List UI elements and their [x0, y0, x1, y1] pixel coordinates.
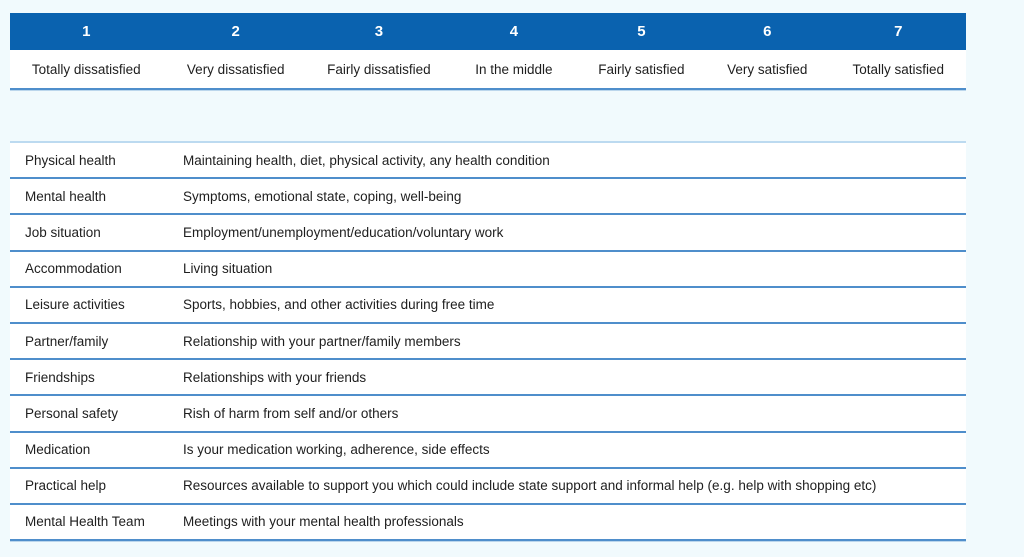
scale-number-7: 7 [894, 23, 903, 40]
document-content: 1 2 3 4 5 6 7 Totally dissatisfied Very … [10, 0, 966, 542]
scale-number-3: 3 [374, 23, 384, 40]
domain-name: Physical health [25, 152, 116, 168]
domain-name: Leisure activities [25, 297, 125, 313]
scale-number-5: 5 [637, 23, 646, 40]
domain-name: Practical help [25, 478, 107, 494]
scale-label-7: Totally satisfied [852, 61, 945, 77]
domain-description: Meetings with your mental health profess… [183, 514, 464, 530]
table-row: Friendships Relationships with your frie… [10, 360, 966, 397]
domain-description: Symptoms, emotional state, coping, well-… [183, 188, 462, 204]
domain-name: Accommodation [25, 261, 122, 277]
scale-label-6: Very satisfied [727, 61, 808, 77]
domain-name: Medication [25, 442, 91, 458]
table-row: Partner/family Relationship with your pa… [10, 323, 966, 361]
domain-name: Mental Health Team [25, 514, 145, 530]
domain-name: Job situation [25, 224, 101, 240]
domain-name: Mental health [25, 188, 107, 204]
scale-number-4: 4 [509, 23, 519, 40]
scale-label-2: Very dissatisfied [186, 61, 285, 77]
domains-table: Physical health Maintaining health, diet… [10, 141, 966, 542]
table-row: Practical help Resources available to su… [10, 468, 966, 505]
table-row: Medication Is your medication working, a… [10, 432, 966, 469]
section-spacer [10, 90, 966, 141]
scale-label-1: Totally dissatisfied [31, 61, 141, 77]
domain-description: Employment/unemployment/education/volunt… [183, 224, 504, 240]
scale-label-3: Fairly dissatisfied [327, 61, 431, 77]
scale-number-6: 6 [763, 23, 772, 40]
domain-description: Is your medication working, adherence, s… [183, 442, 490, 458]
domain-name: Friendships [25, 369, 95, 385]
scale-number-row: 1 2 3 4 5 6 7 [10, 13, 966, 50]
scale-label-4: In the middle [475, 61, 553, 77]
domain-description: Sports, hobbies, and other activities du… [183, 297, 495, 313]
domain-description: Living situation [183, 261, 273, 277]
table-row: Personal safety Rish of harm from self a… [10, 396, 966, 433]
scale-label-5: Fairly satisfied [598, 61, 685, 77]
scale-number-2: 2 [231, 23, 240, 40]
table-row: Mental health Symptoms, emotional state,… [10, 179, 966, 216]
table-row: Job situation Employment/unemployment/ed… [10, 215, 966, 252]
scale-label-row: Totally dissatisfied Very dissatisfied F… [10, 50, 966, 90]
table-row: Accommodation Living situation [10, 251, 966, 288]
table-row: Leisure activities Sports, hobbies, and … [10, 287, 966, 324]
scale-number-1: 1 [82, 23, 91, 40]
domain-description: Relationships with your friends [183, 369, 367, 385]
table-row: Physical health Maintaining health, diet… [10, 143, 966, 180]
domain-description: Rish of harm from self and/or others [183, 405, 399, 421]
satisfaction-scale: 1 2 3 4 5 6 7 Totally dissatisfied Very … [10, 13, 966, 90]
domain-description: Resources available to support you which… [183, 478, 877, 494]
domain-name: Personal safety [25, 405, 119, 421]
table-row: Mental Health Team Meetings with your me… [10, 504, 966, 542]
domain-description: Relationship with your partner/family me… [183, 333, 461, 349]
domain-name: Partner/family [25, 333, 109, 349]
domain-description: Maintaining health, diet, physical activ… [183, 152, 550, 168]
